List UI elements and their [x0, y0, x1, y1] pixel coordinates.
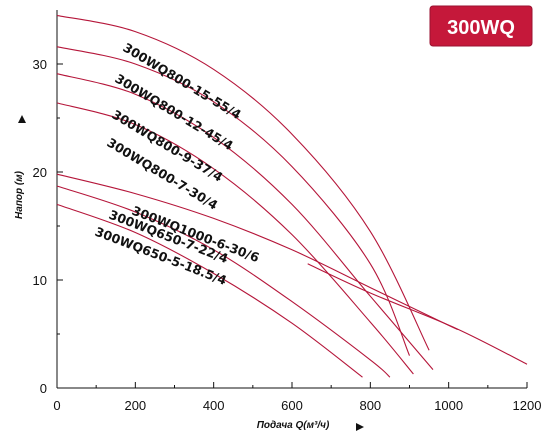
series-line — [56, 14, 430, 351]
curve-labels: 300WQ800-15-55/4300WQ800-12-45/4300WQ800… — [93, 40, 262, 288]
y-tick-label: 10 — [33, 273, 47, 288]
curves — [56, 14, 528, 378]
model-badge-background — [429, 5, 533, 47]
y-axis-title: Напор (м) — [14, 170, 25, 219]
y-tick-label: 0 — [40, 381, 47, 396]
y-tick-label: 20 — [33, 165, 47, 180]
x-tick-label: 1200 — [513, 398, 542, 413]
axes: 0 200 400 600 800 1000 1200 0 10 20 30 Напор (м) Под… — [14, 10, 541, 431]
model-badge: 300WQ — [429, 5, 533, 47]
x-tick-label: 0 — [53, 398, 60, 413]
series-line — [56, 102, 414, 375]
series-line — [56, 46, 411, 356]
series-line — [56, 203, 363, 378]
x-axis-arrow — [356, 423, 364, 431]
y-tick-label: 30 — [33, 57, 47, 72]
model-badge-text: 300WQ — [447, 17, 515, 39]
x-tick-label: 400 — [203, 398, 225, 413]
x-tick-label: 200 — [124, 398, 146, 413]
series-line — [56, 185, 391, 378]
x-tick-label: 600 — [281, 398, 303, 413]
y-axis-arrow — [18, 115, 26, 123]
x-axis-title: Подача Q(м³/ч) — [257, 420, 330, 431]
tail-line — [307, 263, 528, 365]
x-tick-label: 1000 — [434, 398, 463, 413]
series-line — [56, 73, 434, 370]
x-tick-label: 800 — [359, 398, 381, 413]
